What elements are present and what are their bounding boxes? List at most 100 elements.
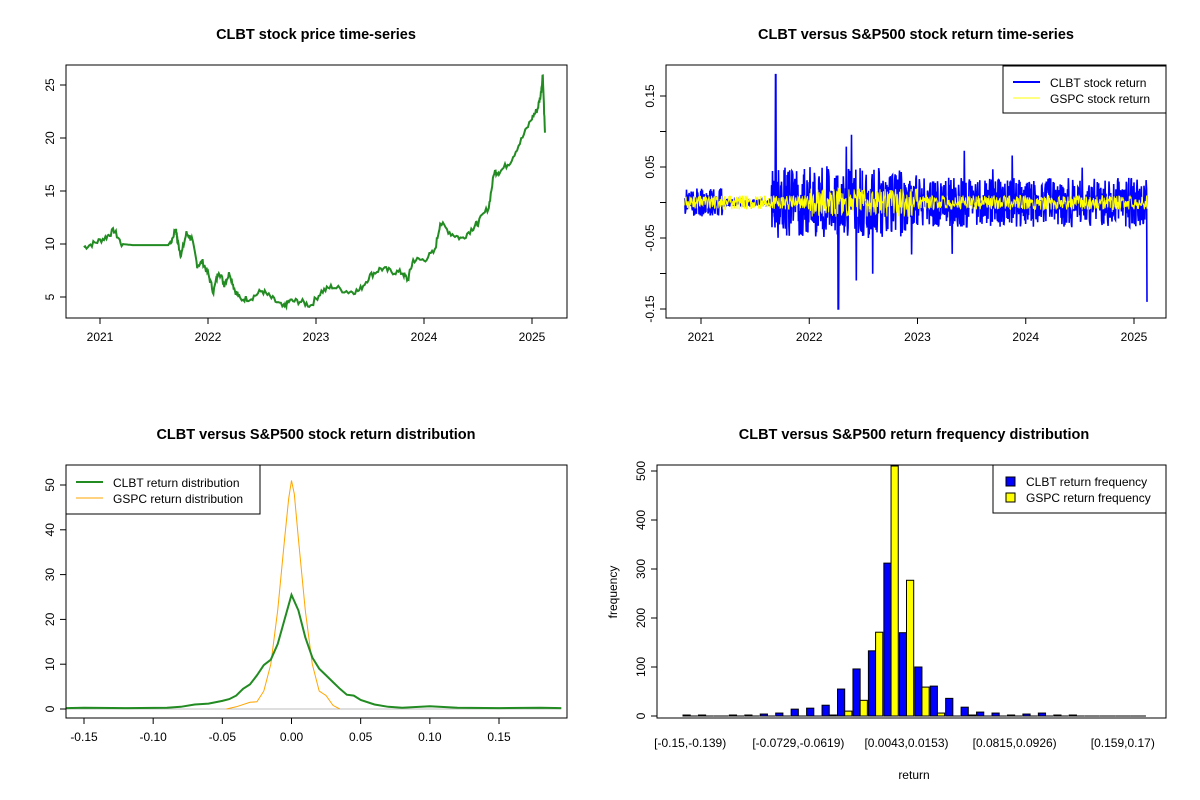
y-tick-label: 200 <box>634 608 648 628</box>
y-tick-label: 20 <box>43 612 57 626</box>
chart-title: CLBT stock price time-series <box>216 27 416 43</box>
x-tick-label: 2024 <box>411 330 438 344</box>
legend-label: GSPC return distribution <box>113 492 243 506</box>
clbt-bar <box>976 711 985 717</box>
legend: CLBT return distribution GSPC return dis… <box>65 464 261 515</box>
clbt-bar <box>852 668 861 717</box>
x-tick-label: 2023 <box>303 330 330 344</box>
y-tick-label: -0.05 <box>643 224 657 252</box>
x-tick-label: [0.159,0.17) <box>1091 736 1155 750</box>
clbt-bar <box>1037 712 1047 717</box>
y-tick-label: 10 <box>43 657 57 671</box>
clbt-bar <box>991 712 1000 717</box>
y-tick-label: 500 <box>634 461 648 481</box>
legend-label: CLBT return distribution <box>113 476 240 490</box>
y-tick-label: 0 <box>634 712 648 719</box>
legend: CLBT stock return GSPC stock return <box>1002 65 1167 114</box>
clbt-bar <box>1006 714 1016 717</box>
clbt-bar <box>960 706 969 717</box>
price-line <box>83 74 546 311</box>
y-tick-label: 100 <box>634 657 648 677</box>
clbt-bar <box>867 650 877 717</box>
chart-title: CLBT versus S&P500 stock return time-ser… <box>758 27 1074 43</box>
gspc-bar <box>890 465 899 717</box>
y-axis-label: frequency <box>606 566 620 619</box>
clbt-bar <box>837 688 846 717</box>
y-tick-label: 10 <box>43 237 57 251</box>
clbt-bar <box>898 632 907 717</box>
legend-label: GSPC return frequency <box>1026 491 1151 505</box>
x-tick-label: -0.10 <box>139 730 167 744</box>
x-tick-label: 2021 <box>688 330 715 344</box>
y-tick-label: 400 <box>634 510 648 530</box>
clbt-bar <box>1053 714 1062 717</box>
plot-frame <box>656 464 1167 719</box>
panel-density: CLBT versus S&P500 stock return distribu… <box>43 427 568 744</box>
clbt-density-line <box>65 591 562 710</box>
clbt-bar <box>945 697 954 717</box>
x-tick-label: -0.15 <box>70 730 98 744</box>
x-tick-label: 0.15 <box>487 730 511 744</box>
x-tick-label: 2025 <box>519 330 546 344</box>
panel-price: CLBT stock price time-series 51015202520… <box>43 27 568 344</box>
gspc-bar <box>936 712 946 717</box>
gspc-bar <box>921 686 930 717</box>
y-tick-label: 0.15 <box>643 84 657 108</box>
clbt-bar <box>775 712 784 717</box>
clbt-bar <box>728 714 738 717</box>
gspc-bar <box>875 631 884 717</box>
clbt-bar <box>883 562 892 717</box>
panel-returns: CLBT versus S&P500 stock return time-ser… <box>643 27 1167 344</box>
legend-label: CLBT stock return <box>1050 76 1146 90</box>
y-tick-label: 25 <box>43 78 57 92</box>
y-tick-label: 20 <box>43 131 57 145</box>
x-tick-label: [0.0815,0.0926) <box>973 736 1057 750</box>
clbt-bar <box>697 714 707 717</box>
plot-frame <box>665 64 1167 319</box>
gspc-return-line <box>684 186 1148 217</box>
clbt-bar <box>682 714 691 717</box>
y-tick-label: 15 <box>43 184 57 198</box>
clbt-bar <box>790 708 799 717</box>
legend-label: CLBT return frequency <box>1026 475 1147 489</box>
x-tick-label: [-0.0729,-0.0619) <box>752 736 844 750</box>
legend: CLBT return frequency GSPC return freque… <box>992 464 1167 514</box>
x-tick-label: 0.05 <box>349 730 373 744</box>
gspc-bar <box>906 579 915 717</box>
x-tick-label: 2021 <box>87 330 114 344</box>
x-tick-label: [0.0043,0.0153) <box>864 736 948 750</box>
clbt-bar <box>914 666 923 717</box>
y-tick-label: 30 <box>43 568 57 582</box>
gspc-bar <box>859 699 868 717</box>
gspc-bar <box>828 714 837 717</box>
x-tick-label: 0.00 <box>280 730 304 744</box>
y-tick-label: 0 <box>43 705 57 712</box>
legend-swatch-gspc <box>1005 492 1016 503</box>
y-tick-label: 40 <box>43 523 57 537</box>
gspc-bar <box>967 714 976 717</box>
legend-swatch-clbt <box>1005 476 1016 487</box>
x-tick-label: 2023 <box>904 330 931 344</box>
x-tick-label: 2022 <box>195 330 222 344</box>
clbt-bar <box>929 685 938 717</box>
x-tick-label: 2024 <box>1012 330 1039 344</box>
y-tick-label: 50 <box>43 478 57 492</box>
clbt-bar <box>806 707 815 717</box>
y-tick-label: 300 <box>634 559 648 579</box>
x-tick-label: 0.10 <box>418 730 442 744</box>
clbt-bar <box>1022 713 1031 717</box>
chart-title: CLBT versus S&P500 stock return distribu… <box>156 427 475 443</box>
y-tick-label: 0.05 <box>643 155 657 179</box>
plot-frame <box>65 464 568 719</box>
chart-title: CLBT versus S&P500 return frequency dist… <box>739 427 1090 443</box>
clbt-bar <box>759 713 768 717</box>
x-tick-label: 2022 <box>796 330 823 344</box>
clbt-bar <box>821 704 830 717</box>
y-tick-label: 5 <box>43 293 57 300</box>
legend-label: GSPC stock return <box>1050 92 1150 106</box>
clbt-bar <box>1068 714 1077 717</box>
x-axis-label: return <box>898 768 929 782</box>
x-tick-label: [-0.15,-0.139) <box>654 736 726 750</box>
clbt-bar <box>744 714 753 717</box>
